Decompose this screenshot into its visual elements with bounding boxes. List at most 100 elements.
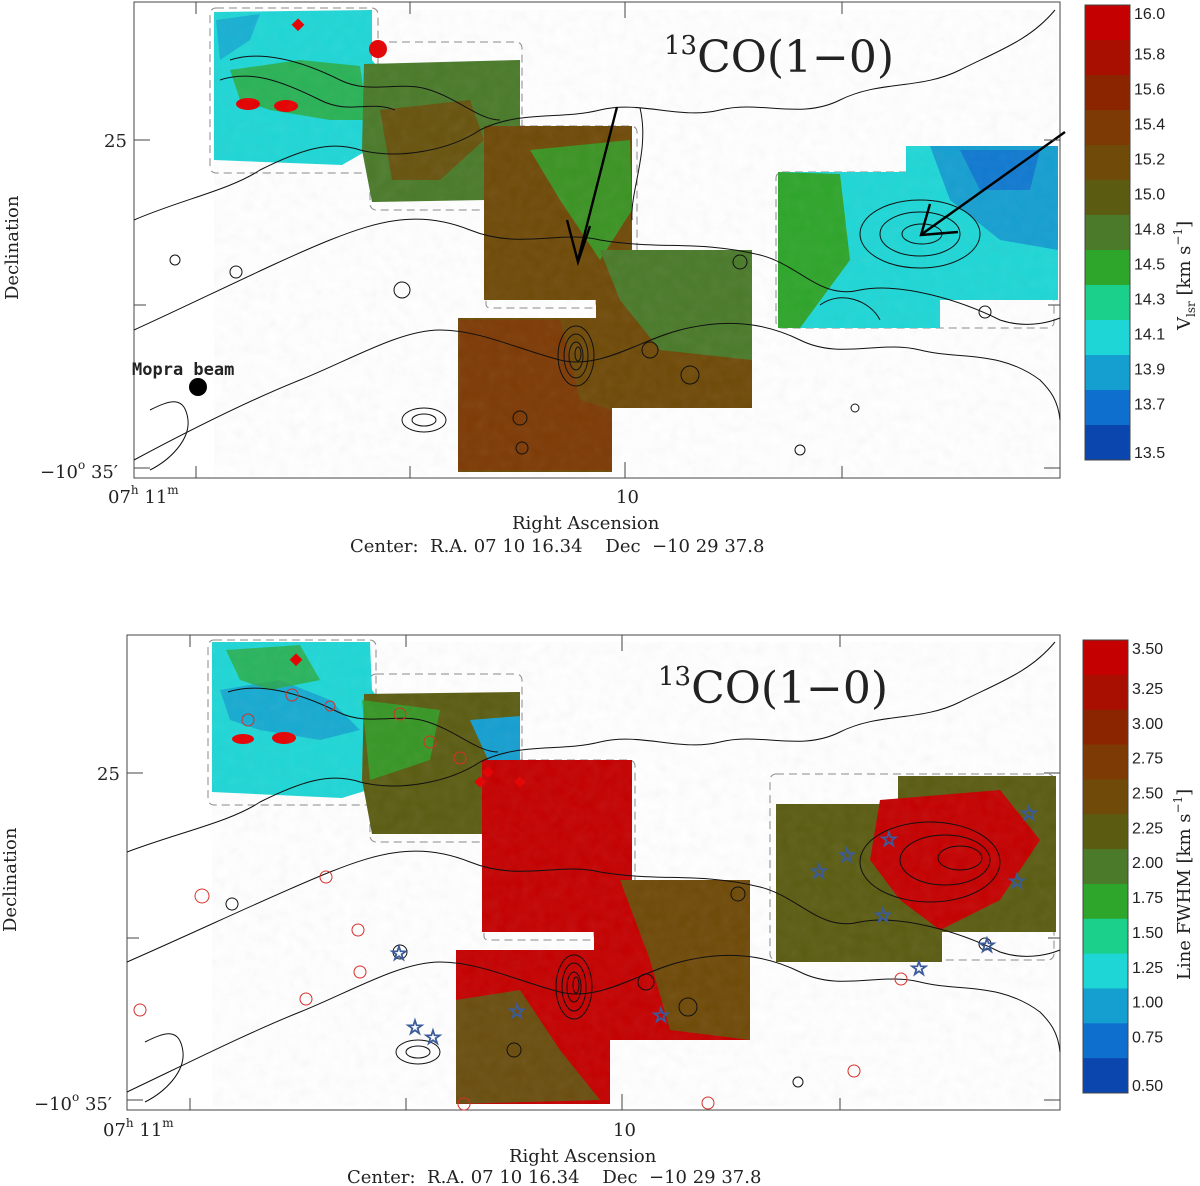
ticks-top <box>134 2 1060 478</box>
colorbar-tick-label: 2.75 <box>1132 751 1163 768</box>
colorbar-segment <box>1085 180 1130 216</box>
colorbar-segment <box>1083 640 1128 676</box>
star-markers: ☆ ☆ ☆ ☆ ☆ ☆ ☆ ☆ ☆ ☆ ☆ ☆ ☆ <box>389 800 1038 1049</box>
colorbar-segment <box>1083 779 1128 815</box>
svg-text:☆: ☆ <box>910 956 928 980</box>
colorbar-tick-label: 1.50 <box>1132 925 1163 942</box>
colorbar-segment <box>1085 110 1130 146</box>
svg-text:☆: ☆ <box>390 941 408 965</box>
panel-top: Mopra beam 13CO(1−0) 25 −10o 35′ 07h 11m… <box>2 1 1198 557</box>
xtick-10: 10 <box>616 487 639 508</box>
colorbar-segment <box>1083 918 1128 955</box>
colorbar-label: Vlsr [km s−1] <box>1171 221 1198 331</box>
colorbar-tick-label: 1.00 <box>1132 995 1163 1012</box>
ytick-35: −10o 35′ <box>40 458 118 483</box>
x-axis-label: Right Ascension <box>512 513 660 534</box>
colorbar-tick-label: 14.3 <box>1134 291 1165 308</box>
colorbar-tick-label: 15.2 <box>1134 151 1165 168</box>
colorbar-top: 16.0 15.8 15.6 15.4 15.2 15.0 14.8 14.5 14.3 14.1… <box>1085 5 1165 462</box>
svg-text:☆: ☆ <box>652 1003 670 1027</box>
svg-text:☆: ☆ <box>874 903 892 927</box>
panel-bottom: ☆ ☆ ☆ ☆ ☆ ☆ ☆ ☆ ☆ ☆ ☆ ☆ ☆ <box>0 634 1195 1186</box>
center-note: Center: R.A. 07 10 16.34 Dec −10 29 37.8 <box>350 536 764 557</box>
colorbar-bottom: 3.50 3.25 3.00 2.75 2.50 2.25 2.00 1.75 1.50 1.25… <box>1083 640 1163 1095</box>
ytick-25: 25 <box>97 764 120 785</box>
center-note: Center: R.A. 07 10 16.34 Dec −10 29 37.8 <box>347 1167 761 1186</box>
plot-frame <box>126 634 1061 1111</box>
xtick-10: 10 <box>613 1120 636 1141</box>
colorbar-segment <box>1083 709 1128 746</box>
colorbar-segment <box>1085 145 1130 181</box>
xtick-ra: 07h 11m <box>108 483 179 508</box>
colorbar-segment <box>1083 814 1128 850</box>
svg-text:☆: ☆ <box>1008 869 1026 893</box>
fwhm-map <box>207 639 1056 1106</box>
colorbar-tick-label: 15.6 <box>1134 81 1165 98</box>
colorbar-tick-label: 14.1 <box>1134 326 1165 343</box>
colorbar-tick-label: 15.0 <box>1134 186 1165 203</box>
xtick-ra: 07h 11m <box>103 1116 174 1141</box>
svg-text:☆: ☆ <box>810 859 828 883</box>
colorbar-segment <box>1083 744 1128 780</box>
svg-text:☆: ☆ <box>880 827 898 851</box>
colorbar-tick-label: 0.50 <box>1132 1078 1163 1095</box>
colorbar-tick-label: 0.75 <box>1132 1029 1163 1046</box>
colorbar-tick-label: 13.5 <box>1134 445 1165 462</box>
colorbar-tick-label: 15.8 <box>1134 46 1165 63</box>
circle-markers <box>133 688 908 1111</box>
beam-label: Mopra beam <box>132 360 234 380</box>
colorbar-frame <box>1082 639 1129 1094</box>
colorbar-tick-label: 14.5 <box>1134 256 1165 273</box>
svg-text:☆: ☆ <box>508 999 526 1023</box>
colorbar-segment <box>1085 215 1130 251</box>
y-axis-label: Declination <box>0 827 21 932</box>
colorbar-tick-label: 2.25 <box>1132 820 1163 837</box>
outflow-arrows <box>565 106 1066 267</box>
colorbar-frame <box>1084 4 1131 461</box>
colorbar-segment <box>1083 953 1128 989</box>
ticks-bottom <box>127 635 1060 1110</box>
colorbar-segment <box>1085 40 1130 76</box>
colorbar-tick-label: 16.0 <box>1134 6 1165 23</box>
colorbar-tick-label: 1.25 <box>1132 960 1163 977</box>
beam-marker <box>189 378 207 396</box>
colorbar-tick-label: 13.7 <box>1134 396 1165 413</box>
svg-text:☆: ☆ <box>838 843 856 867</box>
colorbar-segment <box>1085 75 1130 111</box>
colorbar-label: Line FWHM [km s−1] <box>1171 789 1195 980</box>
colorbar-segment <box>1085 390 1130 426</box>
colorbar-segment <box>1083 883 1128 920</box>
map-title: 13CO(1−0) <box>664 31 894 83</box>
ytick-35: −10o 35′ <box>34 1090 112 1115</box>
plot-frame <box>133 1 1061 479</box>
colorbar-tick-label: 3.00 <box>1132 716 1163 733</box>
svg-text:☆: ☆ <box>1020 801 1038 825</box>
colorbar-tick-label: 1.75 <box>1132 890 1163 907</box>
colorbar-segment <box>1083 1058 1128 1094</box>
ytick-25: 25 <box>104 131 127 152</box>
velocity-map <box>209 7 1058 476</box>
colorbar-segment <box>1085 425 1130 461</box>
colorbar-segment <box>1085 285 1130 321</box>
colorbar-segment <box>1083 849 1128 885</box>
colorbar-tick-label: 2.50 <box>1132 786 1163 803</box>
x-axis-label: Right Ascension <box>509 1146 657 1167</box>
colorbar-tick-label: 14.8 <box>1134 221 1165 238</box>
contours-top <box>133 9 1061 471</box>
colorbar-tick-label: 2.00 <box>1132 855 1163 872</box>
colorbar-segment <box>1083 988 1128 1024</box>
colorbar-segment <box>1085 5 1130 41</box>
colorbar-segment <box>1083 1023 1128 1059</box>
colorbar-tick-label: 15.4 <box>1134 116 1165 133</box>
svg-text:☆: ☆ <box>978 933 996 957</box>
colorbar-tick-label: 3.50 <box>1132 641 1163 658</box>
colorbar-tick-label: 13.9 <box>1134 361 1165 378</box>
svg-text:☆: ☆ <box>406 1015 424 1039</box>
svg-text:☆: ☆ <box>424 1025 442 1049</box>
y-axis-label: Declination <box>2 195 23 300</box>
map-title: 13CO(1−0) <box>658 662 888 714</box>
colorbar-tick-label: 3.25 <box>1132 681 1163 698</box>
colorbar-segment <box>1085 250 1130 286</box>
colorbar-segment <box>1085 355 1130 391</box>
